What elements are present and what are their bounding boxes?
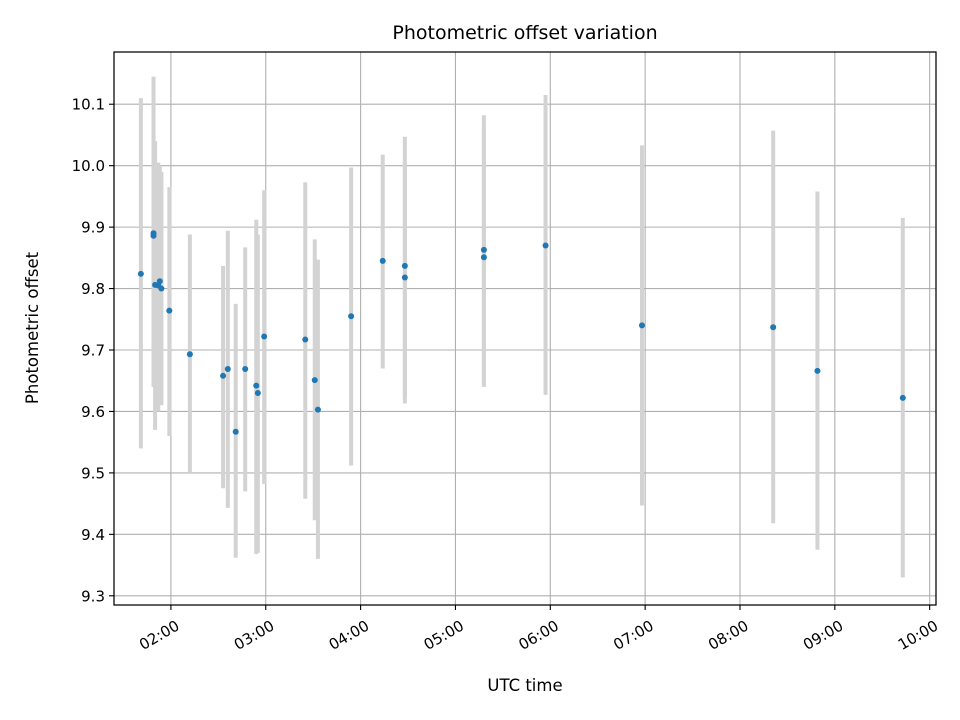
data-point (814, 367, 821, 374)
data-point (302, 336, 309, 343)
data-point (186, 351, 193, 358)
data-point (401, 274, 408, 281)
y-tick-label: 9.3 (81, 587, 105, 605)
data-point (401, 262, 408, 269)
x-axis-title: UTC time (487, 676, 562, 695)
y-tick-label: 10.1 (72, 96, 105, 114)
data-point (311, 377, 318, 384)
plot-frame (113, 51, 937, 606)
chart-title: Photometric offset variation (392, 22, 657, 44)
y-tick-label: 9.7 (81, 342, 105, 360)
data-point (254, 390, 261, 397)
y-tick-label: 9.4 (81, 526, 105, 544)
data-point (253, 382, 260, 389)
data-point (480, 254, 487, 261)
data-point (156, 278, 163, 285)
data-point (542, 242, 549, 249)
data-point (232, 428, 239, 435)
data-point (770, 324, 777, 331)
y-tick-label: 9.8 (81, 280, 105, 298)
y-tick-label: 9.5 (81, 464, 105, 482)
data-point (242, 366, 249, 373)
y-axis-ticks: 9.3 9.4 9.5 9.6 9.7 9.8 9.9 10.0 10.1 (72, 96, 114, 605)
y-tick-label: 10.0 (72, 157, 105, 175)
data-point (638, 322, 645, 329)
y-tick-label: 9.6 (81, 403, 105, 421)
data-point (480, 246, 487, 253)
y-tick-label: 9.9 (81, 219, 105, 237)
y-axis-title: Photometric offset (23, 251, 42, 404)
data-points (137, 230, 906, 435)
data-point (166, 307, 173, 314)
data-point (348, 313, 355, 320)
data-point (261, 333, 268, 340)
data-point (158, 285, 165, 292)
data-point (137, 270, 144, 277)
data-point (314, 406, 321, 413)
data-point (224, 366, 231, 373)
data-point (220, 372, 227, 379)
data-point (379, 257, 386, 264)
data-point (150, 232, 157, 239)
data-point (899, 394, 906, 401)
